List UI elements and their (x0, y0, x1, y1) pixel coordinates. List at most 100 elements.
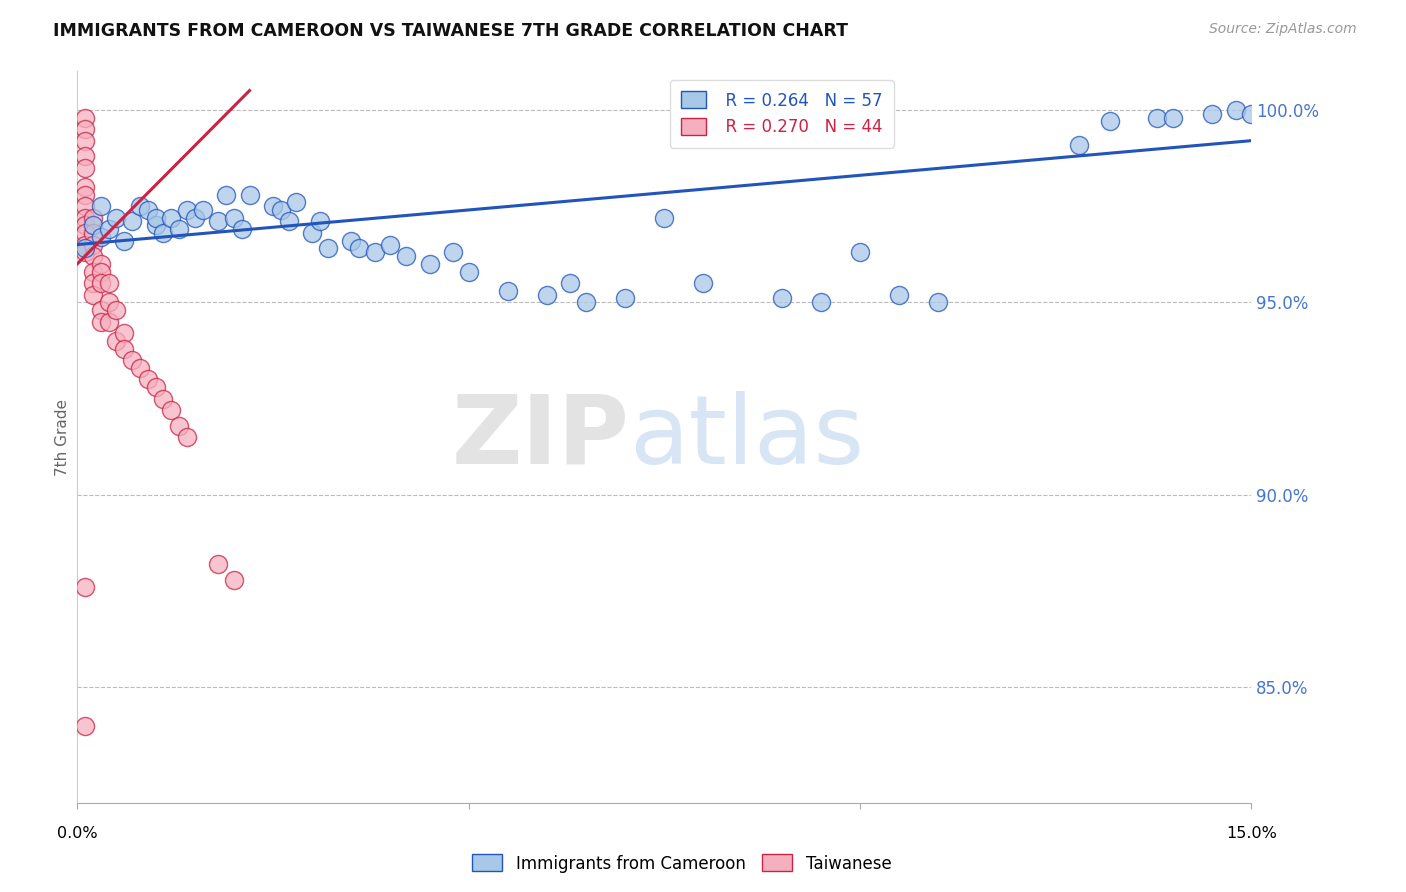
Point (395, 249, 418, 263)
Point (1099, 114, 1122, 128)
Point (75, 219, 97, 233)
Point (136, 372, 159, 386)
Point (97, 315, 120, 329)
Point (82, 211, 104, 225)
Point (222, 573, 245, 587)
Point (1069, 137, 1091, 152)
Point (152, 226, 174, 240)
Point (889, 287, 911, 301)
Point (262, 199, 284, 213)
Point (75, 122, 97, 136)
Point (75, 237, 97, 252)
Point (238, 187, 260, 202)
Point (75, 111, 97, 125)
Point (191, 202, 214, 217)
Point (75, 187, 97, 202)
Point (97, 276, 120, 290)
Point (441, 245, 464, 260)
Point (136, 202, 159, 217)
Point (457, 264, 479, 278)
Point (145, 219, 167, 233)
Point (145, 211, 167, 225)
Point (536, 287, 558, 301)
Point (90, 315, 112, 329)
Point (90, 199, 112, 213)
Point (82, 219, 104, 233)
Point (285, 195, 308, 210)
Point (654, 211, 676, 225)
Point (75, 242, 97, 256)
Point (215, 187, 238, 202)
Point (82, 249, 104, 263)
Point (364, 245, 387, 260)
Point (75, 134, 97, 148)
Point (90, 276, 112, 290)
Point (90, 257, 112, 271)
Point (90, 264, 112, 278)
Point (97, 222, 120, 236)
Point (152, 392, 174, 406)
Point (160, 211, 183, 225)
Point (1201, 106, 1223, 120)
Point (692, 276, 714, 290)
Point (105, 334, 128, 348)
Text: 0.0%: 0.0% (58, 826, 97, 841)
Point (231, 222, 253, 236)
Legend:   R = 0.264   N = 57,   R = 0.270   N = 44: R = 0.264 N = 57, R = 0.270 N = 44 (669, 79, 894, 148)
Point (97, 295, 120, 310)
Point (82, 264, 104, 278)
Point (419, 257, 441, 271)
Point (121, 353, 143, 368)
Point (75, 199, 97, 213)
Point (90, 303, 112, 318)
Point (770, 292, 793, 306)
Point (129, 360, 152, 375)
Point (145, 380, 167, 394)
Point (112, 234, 135, 248)
Point (1240, 106, 1263, 120)
Point (347, 242, 370, 256)
Point (207, 557, 229, 571)
Point (82, 276, 104, 290)
Point (301, 226, 323, 240)
Point (75, 149, 97, 163)
Point (176, 202, 198, 217)
Point (496, 284, 519, 298)
Point (82, 237, 104, 252)
Point (121, 214, 143, 228)
Point (1225, 103, 1247, 117)
Point (183, 211, 207, 225)
Point (575, 295, 598, 310)
Point (75, 245, 97, 260)
Point (167, 418, 190, 433)
Point (1161, 111, 1184, 125)
Point (75, 179, 97, 194)
Y-axis label: 7th Grade: 7th Grade (55, 399, 70, 475)
Point (270, 202, 292, 217)
Point (105, 211, 128, 225)
Point (82, 226, 104, 240)
Point (167, 222, 190, 236)
Point (75, 226, 97, 240)
Point (207, 214, 229, 228)
Point (75, 580, 97, 594)
Point (176, 430, 198, 444)
Point (112, 342, 135, 356)
Point (222, 211, 245, 225)
Point (380, 237, 402, 252)
Point (927, 295, 949, 310)
Point (90, 230, 112, 244)
Point (75, 719, 97, 733)
Text: IMMIGRANTS FROM CAMEROON VS TAIWANESE 7TH GRADE CORRELATION CHART: IMMIGRANTS FROM CAMEROON VS TAIWANESE 7T… (53, 22, 848, 40)
Point (560, 276, 582, 290)
Point (82, 287, 104, 301)
Text: ZIP: ZIP (451, 391, 628, 483)
Point (75, 211, 97, 225)
Point (340, 234, 363, 248)
Text: atlas: atlas (628, 391, 865, 483)
Point (849, 245, 872, 260)
Point (105, 303, 128, 318)
Point (75, 161, 97, 175)
Point (277, 214, 299, 228)
Point (112, 326, 135, 340)
